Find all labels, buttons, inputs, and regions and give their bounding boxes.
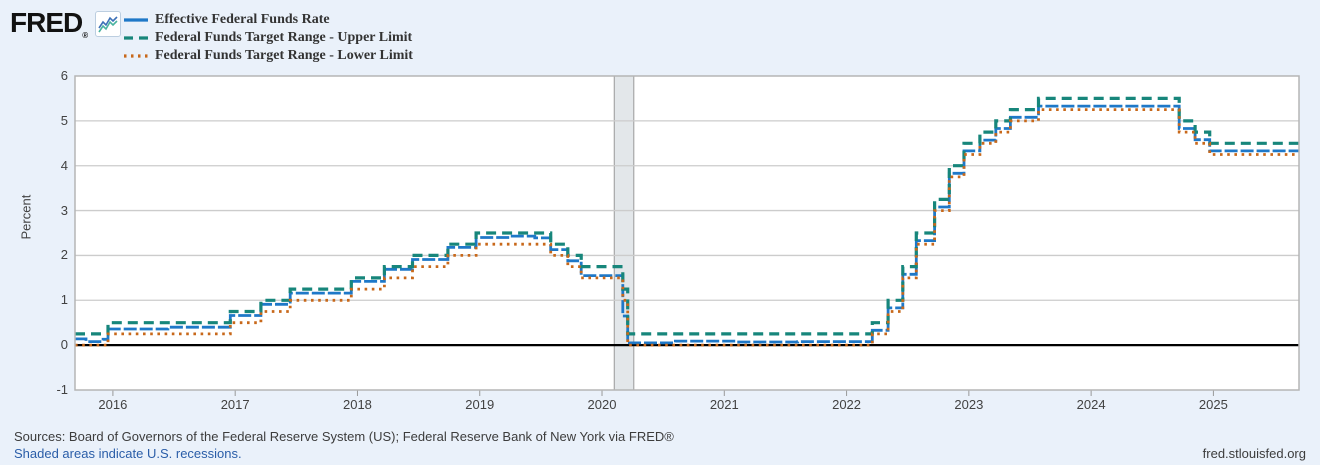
y-tick-label: 3 [60, 202, 68, 218]
y-tick-label: 5 [60, 112, 68, 128]
x-tick-label: 2022 [832, 397, 862, 412]
x-tick-label: 2018 [342, 397, 372, 412]
x-tick-label: 2019 [465, 397, 495, 412]
upper-limit-line-sample-icon [124, 36, 148, 40]
sources-text: Sources: Board of Governors of the Feder… [14, 429, 674, 444]
y-tick-label: 6 [60, 68, 68, 83]
y-tick-label: 0 [60, 337, 68, 353]
y-tick-label: 2 [60, 247, 68, 263]
x-tick-label: 2024 [1076, 397, 1106, 412]
lower-limit-line-sample-icon [124, 54, 148, 58]
registered-mark: ® [82, 31, 89, 40]
fred-logo[interactable]: FRED® [10, 7, 88, 40]
x-tick-label: 2020 [587, 397, 617, 412]
recession-note-link[interactable]: Shaded areas indicate U.S. recessions. [14, 446, 242, 461]
fred-sparkline-icon [95, 11, 121, 37]
x-tick-label: 2017 [220, 397, 250, 412]
y-tick-label: 1 [60, 292, 68, 308]
legend-item-upper-limit: Federal Funds Target Range - Upper Limit [123, 29, 413, 47]
y-tick-label: 4 [60, 157, 68, 173]
legend-label-lower-limit: Federal Funds Target Range - Lower Limit [155, 48, 413, 63]
x-tick-label: 2025 [1198, 397, 1228, 412]
x-tick-label: 2016 [98, 397, 128, 412]
y-tick-label: -1 [56, 382, 68, 397]
legend-label-effr: Effective Federal Funds Rate [155, 12, 330, 27]
x-tick-label: 2021 [709, 397, 739, 412]
legend-label-upper-limit: Federal Funds Target Range - Upper Limit [155, 30, 413, 45]
legend: Effective Federal Funds Rate Federal Fun… [123, 11, 413, 65]
fred-logo-text: FRED [10, 7, 83, 38]
effr-line-sample-icon [124, 18, 148, 22]
legend-item-effr: Effective Federal Funds Rate [123, 11, 413, 29]
legend-item-lower-limit: Federal Funds Target Range - Lower Limit [123, 47, 413, 65]
site-url[interactable]: fred.stlouisfed.org [1202, 446, 1306, 461]
x-tick-label: 2023 [954, 397, 984, 412]
